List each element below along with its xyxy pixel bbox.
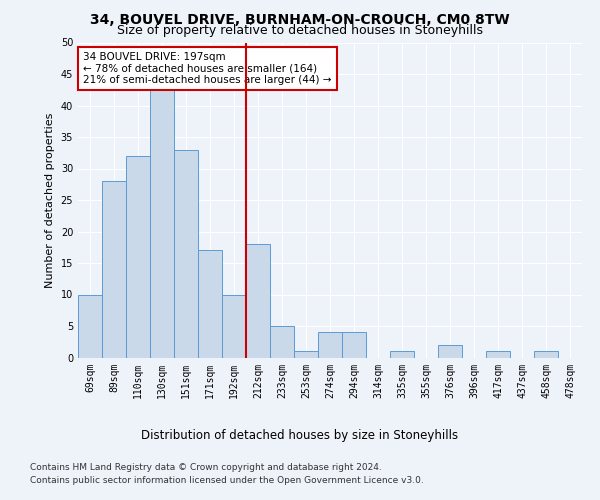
Bar (246, 244, 270, 358)
Bar (174, 150, 198, 358)
Text: 34, BOUVEL DRIVE, BURNHAM-ON-CROUCH, CM0 8TW: 34, BOUVEL DRIVE, BURNHAM-ON-CROUCH, CM0… (90, 12, 510, 26)
Bar (270, 326, 294, 358)
Bar (78, 294, 102, 358)
Bar (294, 351, 318, 358)
Bar (198, 250, 222, 358)
Bar (150, 86, 174, 358)
Bar (102, 181, 126, 358)
Bar (222, 294, 246, 358)
Bar (342, 332, 366, 357)
Text: Contains public sector information licensed under the Open Government Licence v3: Contains public sector information licen… (30, 476, 424, 485)
Bar (486, 351, 510, 358)
Bar (126, 156, 150, 358)
Bar (534, 351, 558, 358)
Text: Contains HM Land Registry data © Crown copyright and database right 2024.: Contains HM Land Registry data © Crown c… (30, 464, 382, 472)
Y-axis label: Number of detached properties: Number of detached properties (45, 112, 55, 288)
Bar (438, 345, 462, 358)
Text: Distribution of detached houses by size in Stoneyhills: Distribution of detached houses by size … (142, 428, 458, 442)
Text: Size of property relative to detached houses in Stoneyhills: Size of property relative to detached ho… (117, 24, 483, 37)
Text: 34 BOUVEL DRIVE: 197sqm
← 78% of detached houses are smaller (164)
21% of semi-d: 34 BOUVEL DRIVE: 197sqm ← 78% of detache… (83, 52, 332, 85)
Bar (318, 332, 342, 357)
Bar (390, 351, 414, 358)
